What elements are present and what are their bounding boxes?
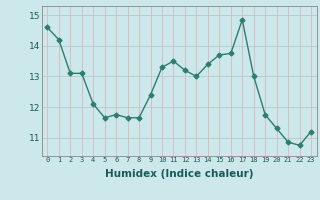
X-axis label: Humidex (Indice chaleur): Humidex (Indice chaleur) <box>105 169 253 179</box>
